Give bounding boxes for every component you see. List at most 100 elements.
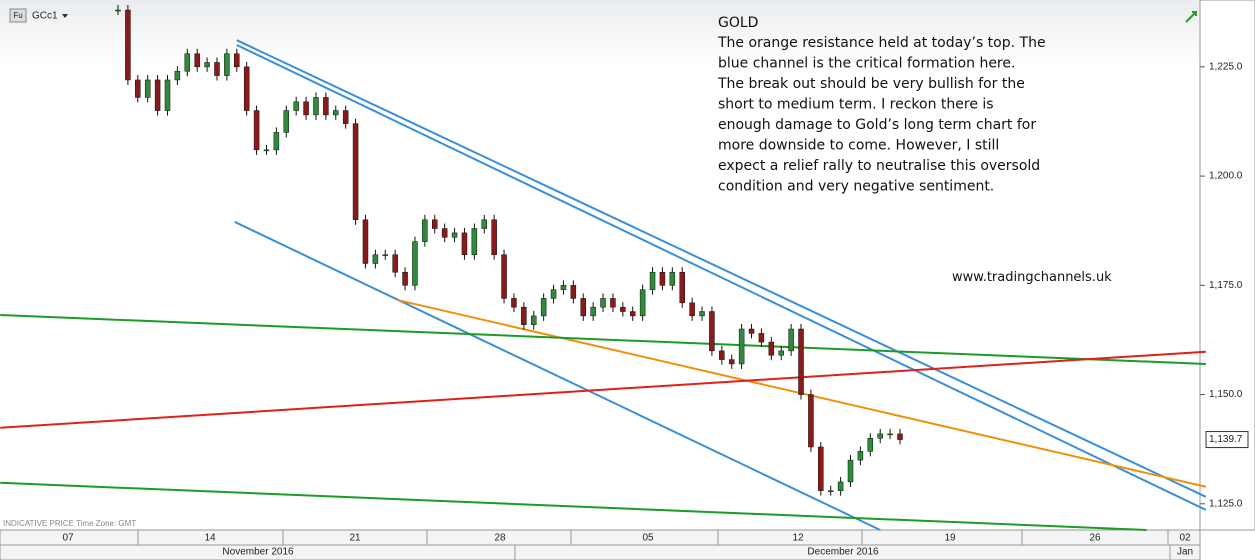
trend-line (0, 481, 1147, 531)
trend-line (236, 44, 1207, 511)
candle-body (689, 302, 695, 317)
candle-body (788, 328, 794, 352)
candle-body (837, 481, 844, 491)
x-tick-label: 28 (494, 533, 506, 544)
symbol-tag: Fu (13, 11, 22, 20)
candle-body (818, 446, 824, 491)
candle-body (392, 254, 398, 273)
candle-body (125, 9, 131, 81)
candle-body (422, 219, 428, 242)
x-tick-label: 02 (1179, 533, 1191, 544)
candle-body (402, 271, 408, 286)
candle-body (530, 315, 537, 325)
trend-line (0, 314, 1206, 365)
annotation-line: blue channel is the critical formation h… (718, 56, 1015, 72)
x-tick-label: 12 (792, 533, 804, 544)
annotation-line: enough damage to Gold’s long term chart … (718, 117, 1036, 133)
candle-body (847, 459, 854, 483)
candle-body (471, 228, 478, 255)
candle-body (649, 271, 656, 290)
candle-body (550, 289, 557, 299)
candle-body (342, 110, 349, 124)
annotation-line: short to medium term. I reckon there is (718, 97, 994, 113)
candle-body (263, 149, 270, 152)
footer-note: INDICATIVE PRICE Time Zone: GMT (3, 519, 136, 528)
month-label: November 2016 (222, 547, 294, 558)
candle-body (204, 62, 210, 68)
candle-body (194, 53, 200, 68)
x-tick-label: 05 (642, 533, 654, 544)
candle-body (481, 219, 488, 229)
website: www.tradingchannels.uk (952, 270, 1112, 285)
candle-body (303, 101, 309, 116)
candle-body (857, 451, 864, 461)
candle-body (639, 289, 646, 317)
candle-body (600, 298, 606, 308)
candle-body (382, 254, 389, 256)
trend-line (0, 350, 1206, 429)
candle-body (798, 328, 804, 395)
candle-body (323, 97, 329, 116)
candle-body (748, 328, 755, 334)
x-tick-label: 21 (349, 533, 361, 544)
candle-body (352, 123, 359, 221)
candle-body (372, 254, 379, 264)
last-price-label: 1,139.7 (1209, 434, 1243, 445)
annotation-line: The break out should be very bullish for… (717, 76, 1025, 92)
live-icon (1185, 11, 1197, 23)
candle-body (144, 79, 151, 98)
candle-body (214, 62, 220, 76)
candle-body (738, 328, 745, 365)
annotation-title: GOLD (718, 15, 758, 31)
annotation-line: expect a relief rally to neutralise this… (718, 158, 1040, 174)
annotation-line: condition and very negative sentiment. (718, 179, 994, 195)
month-label: Jan (1177, 547, 1193, 558)
candle-body (877, 433, 883, 439)
candle-body (313, 97, 319, 116)
x-tick-label: 19 (944, 533, 956, 544)
x-tick-label: 07 (62, 533, 74, 544)
candle-body (768, 341, 775, 356)
y-tick-label: 1,225.0 (1209, 61, 1243, 72)
candle-body (699, 311, 705, 317)
candle-body (362, 219, 369, 264)
candle-body (728, 359, 735, 365)
candle-body (867, 437, 874, 452)
candle-body (590, 306, 596, 317)
candle-body (511, 298, 517, 308)
candle-body (174, 70, 181, 81)
candle-body (778, 350, 784, 356)
candle-body (709, 311, 715, 352)
candle-body (283, 110, 290, 133)
symbol-tag-box (9, 8, 27, 23)
month-label: December 2016 (807, 547, 879, 558)
candle-body (560, 285, 567, 290)
candle-body (135, 79, 141, 98)
candle-body (758, 333, 765, 343)
candle-body (491, 219, 497, 255)
candle-body (659, 271, 666, 286)
x-tick-label: 14 (204, 533, 216, 544)
symbol-dropdown[interactable] (62, 14, 68, 18)
candle-body (273, 132, 280, 151)
annotation-line: more downside to come. However, I still (718, 138, 999, 154)
candle-body (184, 53, 191, 72)
candle-body (115, 9, 121, 12)
candle-body (461, 232, 468, 255)
candle-body (887, 433, 893, 436)
candle-body (154, 79, 161, 111)
candle-body (224, 53, 230, 76)
candle-body (669, 271, 676, 286)
candle-body (521, 306, 527, 325)
candle-body (441, 228, 448, 238)
symbol[interactable]: GCc1 (32, 11, 58, 22)
trend-line (236, 39, 1207, 498)
candle-body (451, 232, 458, 238)
candle-body (580, 298, 586, 317)
y-tick-label: 1,200.0 (1209, 171, 1243, 182)
candle-body (897, 433, 903, 440)
y-tick-label: 1,125.0 (1209, 498, 1243, 509)
candle-body (253, 110, 260, 151)
candle-body (570, 285, 577, 299)
y-axis-panel (1199, 0, 1255, 531)
